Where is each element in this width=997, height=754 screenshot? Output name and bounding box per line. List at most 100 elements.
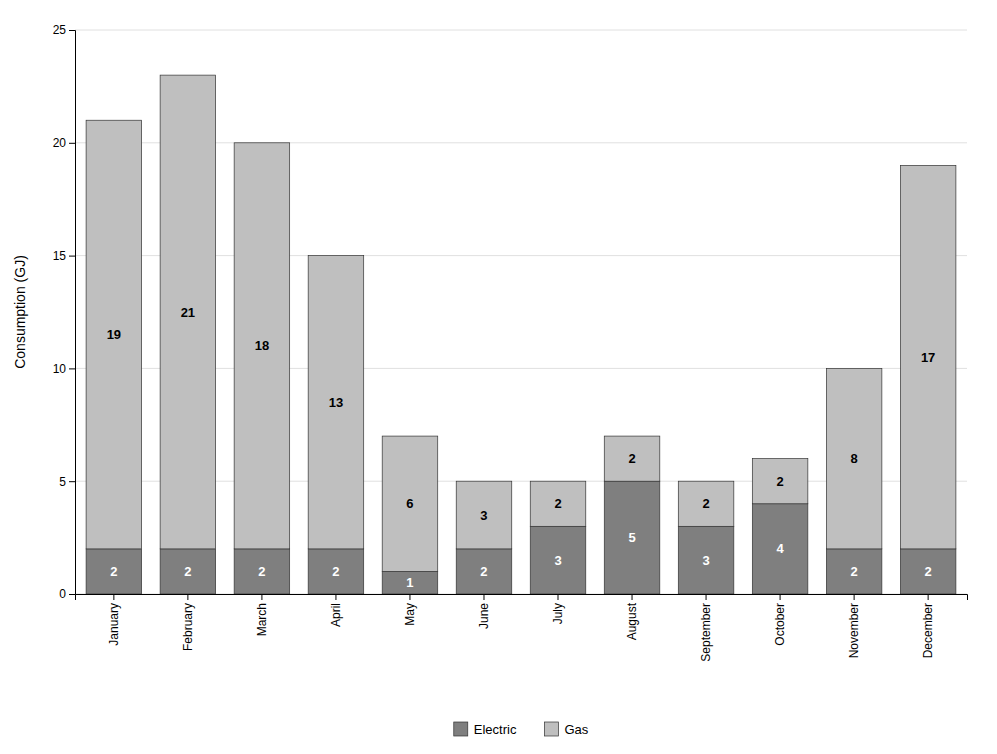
chart-container: 22221235342219211813632222817JanuaryFebr…: [0, 0, 997, 754]
data-label: 8: [850, 451, 857, 466]
x-tick-mark: [854, 594, 855, 600]
data-label: 2: [850, 564, 857, 579]
x-tick-label: October: [773, 603, 787, 646]
data-label: 2: [258, 564, 265, 579]
legend: Electric Gas: [454, 722, 589, 737]
x-tick: July: [551, 594, 565, 624]
x-tick-label: February: [181, 603, 195, 651]
bar: [382, 571, 438, 594]
legend-label: Electric: [474, 722, 517, 737]
bar: [86, 120, 142, 549]
x-tick: December: [921, 594, 935, 658]
data-label: 2: [110, 564, 117, 579]
plot: 22221235342219211813632222817JanuaryFebr…: [12, 23, 968, 661]
x-tick: March: [255, 594, 269, 636]
data-label: 2: [480, 564, 487, 579]
x-tick-label: December: [921, 603, 935, 658]
bar: [752, 504, 808, 594]
y-tick-mark: [69, 143, 75, 144]
x-tick-label: March: [255, 603, 269, 636]
y-tick: 15: [53, 249, 75, 263]
x-tick-mark: [483, 594, 484, 600]
x-tick: January: [107, 594, 121, 646]
data-label: 13: [329, 395, 343, 410]
bar: [456, 481, 512, 549]
chart-svg: 22221235342219211813632222817JanuaryFebr…: [0, 0, 997, 754]
x-tick: June: [477, 594, 491, 629]
bar: [604, 436, 660, 481]
y-tick: 20: [53, 136, 75, 150]
x-tick-mark: [558, 594, 559, 600]
x-tick: August: [625, 594, 639, 640]
data-labels: 22221235342219211813632222817: [107, 305, 936, 591]
bar: [678, 526, 734, 594]
data-label: 2: [925, 564, 932, 579]
y-axis-line: [69, 31, 76, 595]
y-tick-label: 5: [59, 475, 66, 489]
bar: [308, 256, 364, 549]
bar: [826, 368, 882, 548]
data-label: 1: [406, 575, 413, 590]
x-tick-label: May: [403, 603, 417, 626]
data-label: 17: [921, 350, 935, 365]
y-tick-label: 25: [53, 23, 67, 37]
x-tick: November: [847, 594, 861, 658]
x-tick-mark: [706, 594, 707, 600]
x-tick: September: [699, 594, 713, 662]
x-tick-label: August: [625, 602, 639, 640]
x-tick-label: September: [699, 603, 713, 662]
x-axis: January February March April May June July Augu…: [76, 594, 968, 662]
y-tick-label: 10: [53, 362, 67, 376]
data-label: 2: [628, 451, 635, 466]
data-label: 2: [184, 564, 191, 579]
x-tick-mark: [113, 594, 114, 600]
bar: [234, 143, 290, 549]
x-tick-label: June: [477, 603, 491, 629]
data-label: 19: [107, 327, 121, 342]
legend-item: Gas: [544, 722, 588, 737]
data-label: 18: [255, 338, 269, 353]
legend-swatch: [544, 722, 558, 736]
bar: [308, 549, 364, 594]
bar: [86, 549, 142, 594]
data-label: 6: [406, 496, 413, 511]
bar: [530, 481, 586, 526]
y-tick: 10: [53, 362, 75, 376]
bar: [604, 481, 660, 594]
x-tick-mark: [632, 594, 633, 600]
data-label: 5: [628, 530, 635, 545]
bar: [530, 526, 586, 594]
y-tick: 0: [59, 587, 75, 601]
x-tick-label: January: [107, 603, 121, 646]
y-tick-label: 0: [59, 587, 66, 601]
x-tick-mark: [335, 594, 336, 600]
bar: [900, 549, 956, 594]
x-tick-mark: [928, 594, 929, 600]
y-tick-mark: [69, 30, 75, 31]
bars: [86, 75, 956, 594]
legend-label: Gas: [564, 722, 588, 737]
data-label: 3: [480, 508, 487, 523]
bar: [456, 549, 512, 594]
data-label: 2: [702, 496, 709, 511]
bar: [234, 549, 290, 594]
y-tick-label: 20: [53, 136, 67, 150]
x-tick-label: July: [551, 603, 565, 624]
y-tick: 5: [59, 475, 75, 489]
x-tick: April: [329, 594, 343, 627]
x-tick-label: November: [847, 603, 861, 658]
legend-swatch: [454, 722, 468, 736]
y-axis: 0 5 10 15 20 25: [53, 23, 76, 601]
bar: [160, 549, 216, 594]
bar: [678, 481, 734, 526]
x-tick-mark: [409, 594, 410, 600]
x-tick: May: [403, 594, 417, 626]
bar: [382, 436, 438, 571]
bar: [826, 549, 882, 594]
y-tick-mark: [69, 594, 75, 595]
bar: [752, 459, 808, 504]
x-tick-mark: [261, 594, 262, 600]
data-label: 2: [554, 496, 561, 511]
y-tick-mark: [69, 256, 75, 257]
bar: [900, 165, 956, 549]
